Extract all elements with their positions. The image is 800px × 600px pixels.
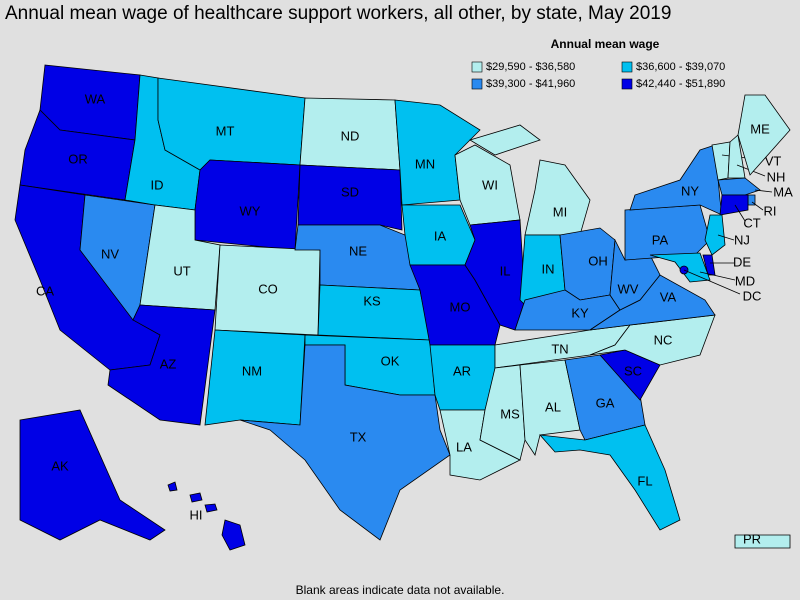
state-label: RI — [764, 203, 777, 218]
state — [167, 481, 246, 551]
leader-line — [751, 201, 764, 211]
state-label: DC — [743, 288, 762, 303]
state-label: FL — [637, 473, 652, 488]
state — [719, 194, 749, 216]
state-label: VA — [660, 289, 677, 304]
state-label: AZ — [160, 356, 177, 371]
state-label: TN — [551, 341, 568, 356]
state-label: LA — [456, 439, 472, 454]
legend-label: $29,590 - $36,580 — [486, 61, 575, 73]
state-label: NM — [242, 363, 262, 378]
state-label: MO — [450, 299, 471, 314]
state-label: WV — [618, 281, 639, 296]
state-label: NJ — [734, 232, 750, 247]
leader-line — [683, 269, 741, 295]
legend-swatch — [471, 61, 483, 73]
state-label: UT — [173, 263, 190, 278]
note: Blank areas indicate data not available. — [296, 583, 505, 597]
state-label: GA — [596, 395, 615, 410]
state-label: WI — [482, 177, 498, 192]
state — [734, 534, 791, 549]
state-label: AL — [545, 399, 561, 414]
state-label: KS — [363, 293, 381, 308]
state-label: SD — [341, 184, 359, 199]
state-label: PA — [652, 232, 669, 247]
state-label: SC — [624, 363, 642, 378]
legend-swatch — [471, 78, 483, 90]
state-label: WA — [85, 91, 106, 106]
state — [702, 254, 716, 276]
state-label: CO — [258, 281, 278, 296]
state-label: OR — [68, 151, 88, 166]
state-label: WY — [240, 203, 261, 218]
state-label: MT — [216, 123, 235, 138]
leader-line — [754, 189, 773, 193]
state — [589, 314, 716, 366]
legend-swatch — [621, 78, 633, 90]
legend-swatch — [621, 61, 633, 73]
state-label: ME — [750, 121, 770, 136]
state-label: CA — [36, 283, 54, 298]
state — [239, 344, 451, 541]
state-label: PR — [743, 531, 761, 546]
state-label: AR — [453, 363, 471, 378]
legend-label: $36,600 - $39,070 — [636, 61, 725, 73]
state-label: NE — [349, 243, 367, 258]
state — [629, 144, 723, 216]
state-label: AK — [51, 458, 69, 473]
state-label: VT — [765, 153, 782, 168]
state-label: MA — [773, 184, 793, 199]
state — [717, 177, 761, 196]
state-label: MD — [735, 273, 755, 288]
map-title: Annual mean wage of healthcare support w… — [5, 3, 671, 24]
state-label: ID — [151, 177, 164, 192]
state-label: OK — [381, 353, 400, 368]
leader-line — [699, 271, 736, 281]
state-label: MS — [500, 406, 520, 421]
state — [107, 304, 216, 426]
state-label: NY — [681, 183, 699, 198]
state-label: CT — [743, 215, 760, 230]
state — [704, 214, 726, 256]
state-label: TX — [350, 429, 367, 444]
state-label: OH — [588, 253, 608, 268]
state-label: IA — [434, 228, 447, 243]
state-label: KY — [571, 305, 589, 320]
legend-title: Annual mean wage — [551, 37, 660, 51]
state-label: ND — [341, 128, 360, 143]
legend-label: $39,300 - $41,960 — [486, 78, 575, 90]
state — [539, 424, 681, 531]
legend-label: $42,440 - $51,890 — [636, 78, 725, 90]
leader-line — [734, 204, 746, 222]
state-label: MN — [415, 156, 435, 171]
state-label: DE — [733, 254, 751, 269]
state-label: IL — [500, 263, 511, 278]
state-label: NH — [767, 169, 786, 184]
state — [297, 164, 403, 231]
state-label: MI — [553, 204, 567, 219]
state — [464, 219, 526, 331]
state-label: HI — [190, 507, 203, 522]
state-label: IN — [542, 261, 555, 276]
state — [737, 94, 791, 176]
state-label: NC — [654, 332, 673, 347]
state-label: NV — [101, 246, 119, 261]
state — [19, 409, 166, 541]
leader-line — [717, 234, 735, 241]
